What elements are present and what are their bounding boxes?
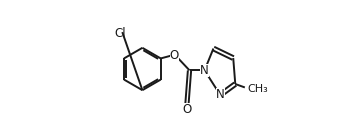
Text: O: O <box>170 49 179 62</box>
Text: Cl: Cl <box>115 27 126 40</box>
Text: N: N <box>200 64 209 77</box>
Text: N: N <box>216 88 225 101</box>
Text: CH₃: CH₃ <box>248 84 268 94</box>
Text: O: O <box>182 104 191 116</box>
